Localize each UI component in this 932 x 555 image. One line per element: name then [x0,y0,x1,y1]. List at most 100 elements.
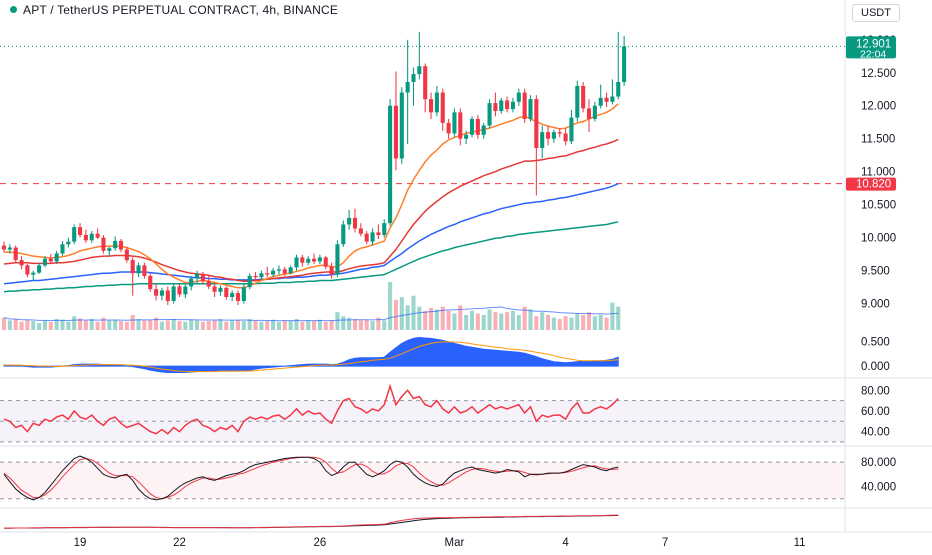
volume-bar [276,321,281,330]
candle-body [224,287,229,298]
volume-bar [458,305,463,330]
candle-body [358,228,363,234]
volume-bar [212,320,217,330]
rsi-axis-label: 60.00 [861,406,890,418]
candle-body [25,265,30,275]
candle-body [1,245,7,250]
volume-bar [107,320,112,330]
volume-bar [335,312,340,330]
countdown-timer: 22:04 [860,48,886,60]
candle-body [72,227,77,242]
candle-body [434,92,439,113]
volume-bar [241,321,246,330]
volume-bar [393,299,398,330]
time-axis-label: 4 [562,537,569,549]
ema-green-line [3,221,619,293]
stoch-axis-label: 80.000 [861,457,896,469]
volume-bar [19,321,24,330]
candle-body [604,97,609,102]
candle-body [235,293,241,301]
volume-bar [616,306,621,330]
volume-bar [159,321,164,330]
currency-selector[interactable]: USDT [852,4,900,22]
volume-bar [429,308,434,330]
candle-body [452,112,457,134]
volume-bar [66,321,71,330]
status-dot-icon [10,6,17,14]
stoch-band [0,462,845,499]
candle-body [370,232,375,242]
volume-bar [382,320,387,330]
level-value: 10.820 [856,179,891,191]
volume-bar [37,323,42,330]
volume-bar [411,295,416,330]
volume-bar [13,319,18,330]
candle-body [540,132,545,148]
volume-bar [300,321,305,330]
candle-body [206,281,211,287]
volume-bar [312,321,317,330]
candle-body [212,286,217,292]
candle-body [142,265,147,276]
volume-bar [154,317,159,330]
volume-bar [124,321,129,330]
candle-body [113,240,118,249]
candle-body [271,270,276,275]
candle-body [171,286,176,301]
last-price-badge [846,36,896,59]
volume-bar [148,319,153,330]
volume-bar [347,317,352,330]
volume-bar [95,321,100,330]
volume-bar [352,319,358,330]
volume-bar [78,318,83,330]
candle-body [136,265,141,274]
candle-body [458,112,463,139]
volume-bar [288,321,293,330]
volume-bar [183,321,188,330]
candle-body [101,237,106,251]
candle-body [130,260,135,274]
volume-bar [388,282,393,330]
volume-bar [446,310,451,330]
rsi-axis-label: 40.00 [861,427,890,439]
volume-bar [341,316,346,330]
candle-body [13,247,18,261]
volume-bar [60,319,65,330]
volume-bar [592,316,597,330]
volume-bar [230,320,235,330]
volume-bar [493,312,498,330]
candle-body [118,240,124,250]
candle-body [592,105,597,119]
candle-body [247,275,252,288]
chart-title-text: APT / TetherUS PERPETUAL CONTRACT, 4h, B… [23,3,339,17]
volume-bar [118,321,124,330]
candle-body [610,96,615,102]
candle-body [393,105,398,159]
candle-body [341,224,346,245]
candle-body [347,217,352,225]
time-axis-label: 26 [314,537,327,549]
volume-bar [323,321,328,330]
volume-bar [417,306,422,330]
price-axis-label: 10.000 [861,233,896,245]
candle-body [376,232,381,236]
volume-bar [551,317,556,330]
candle-body [569,117,574,142]
candle-body [19,260,24,266]
volume-bar [358,320,363,330]
volume-bar [83,320,88,330]
candle-body [200,273,205,282]
candle-body [464,134,469,139]
candle-body [7,247,12,250]
price-axis-label: 10.500 [861,200,896,212]
volume-bar [235,319,241,330]
volume-bar [598,314,603,330]
ema-red-line [3,138,619,282]
candle-body [165,290,170,301]
time-axis-label: 11 [794,537,806,549]
volume-bar [165,320,170,330]
price-axis-label: 11.000 [861,167,895,179]
volume-bar [171,319,176,330]
candle-body [124,249,129,261]
